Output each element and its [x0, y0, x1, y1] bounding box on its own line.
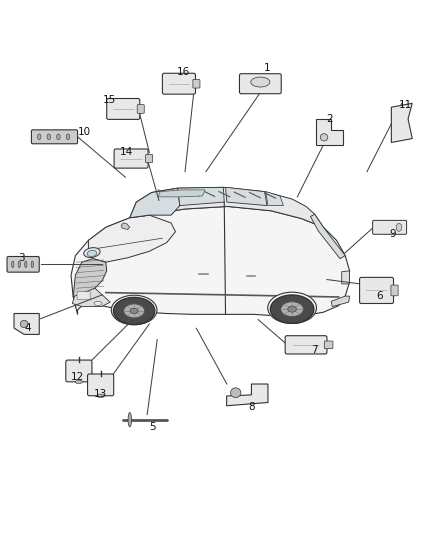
FancyBboxPatch shape [324, 341, 333, 349]
FancyBboxPatch shape [162, 73, 195, 94]
Ellipse shape [20, 320, 28, 328]
Polygon shape [121, 223, 130, 230]
Ellipse shape [251, 77, 270, 87]
Ellipse shape [66, 134, 70, 140]
Polygon shape [88, 215, 176, 262]
Ellipse shape [31, 261, 34, 268]
Polygon shape [130, 188, 180, 218]
Polygon shape [73, 259, 107, 297]
Ellipse shape [25, 261, 27, 268]
Ellipse shape [268, 292, 317, 324]
Text: 14: 14 [120, 148, 133, 157]
Text: 11: 11 [399, 100, 412, 110]
Ellipse shape [320, 134, 328, 141]
Polygon shape [391, 103, 412, 142]
Ellipse shape [47, 134, 50, 140]
Polygon shape [331, 296, 350, 306]
Ellipse shape [270, 295, 314, 324]
Ellipse shape [75, 380, 82, 384]
FancyBboxPatch shape [360, 277, 393, 303]
Ellipse shape [38, 134, 41, 140]
Text: 8: 8 [248, 402, 255, 411]
FancyBboxPatch shape [7, 256, 39, 272]
Text: 3: 3 [18, 253, 24, 263]
FancyBboxPatch shape [114, 149, 148, 168]
Polygon shape [72, 288, 110, 306]
Ellipse shape [128, 413, 131, 427]
FancyBboxPatch shape [88, 374, 114, 396]
Text: 15: 15 [102, 95, 116, 105]
FancyBboxPatch shape [107, 99, 140, 119]
Ellipse shape [94, 301, 102, 305]
Polygon shape [317, 118, 343, 144]
Ellipse shape [288, 306, 297, 312]
Text: 2: 2 [327, 114, 333, 124]
Polygon shape [266, 192, 283, 206]
Polygon shape [178, 187, 224, 206]
Text: 1: 1 [264, 63, 270, 74]
FancyBboxPatch shape [285, 336, 327, 354]
Polygon shape [226, 187, 267, 206]
Ellipse shape [12, 261, 14, 268]
FancyBboxPatch shape [391, 285, 398, 296]
Polygon shape [14, 313, 39, 334]
Polygon shape [226, 384, 268, 406]
FancyBboxPatch shape [373, 220, 406, 235]
Text: 10: 10 [78, 126, 91, 136]
Ellipse shape [18, 261, 21, 268]
FancyBboxPatch shape [32, 130, 78, 144]
Text: 6: 6 [377, 291, 383, 301]
Ellipse shape [230, 388, 241, 398]
Text: 4: 4 [24, 324, 31, 333]
FancyBboxPatch shape [66, 360, 92, 382]
Ellipse shape [130, 308, 138, 313]
Ellipse shape [396, 223, 402, 231]
FancyBboxPatch shape [145, 155, 153, 163]
Polygon shape [71, 206, 350, 317]
Ellipse shape [84, 248, 100, 257]
Text: 7: 7 [311, 345, 318, 355]
FancyBboxPatch shape [193, 79, 200, 88]
Ellipse shape [111, 295, 157, 325]
Ellipse shape [87, 251, 97, 256]
Text: 12: 12 [71, 372, 84, 382]
FancyBboxPatch shape [77, 292, 90, 300]
Ellipse shape [113, 297, 155, 325]
FancyBboxPatch shape [137, 104, 144, 114]
Text: 16: 16 [177, 67, 190, 77]
Polygon shape [130, 187, 323, 228]
Text: 5: 5 [149, 422, 156, 432]
Text: 9: 9 [390, 229, 396, 239]
Polygon shape [158, 190, 205, 197]
Polygon shape [311, 214, 345, 259]
Ellipse shape [124, 304, 145, 318]
Ellipse shape [97, 394, 104, 398]
Text: 13: 13 [94, 389, 107, 399]
Ellipse shape [57, 134, 60, 140]
Polygon shape [342, 271, 350, 284]
Ellipse shape [281, 302, 304, 317]
FancyBboxPatch shape [240, 74, 281, 94]
